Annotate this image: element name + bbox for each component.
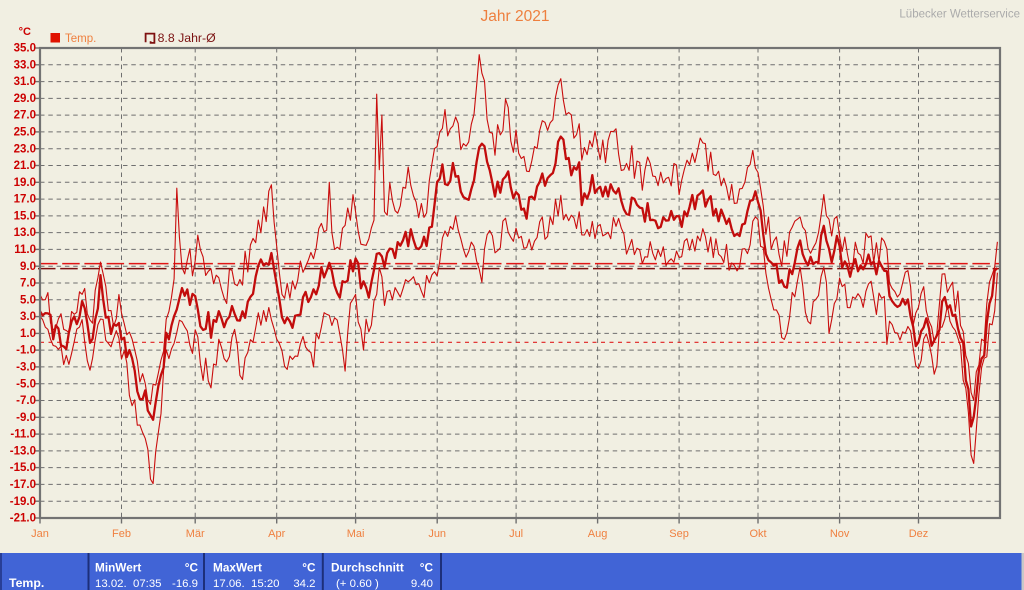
svg-text:19.0: 19.0 <box>14 177 36 189</box>
svg-text:27.0: 27.0 <box>14 110 36 122</box>
svg-text:Mai: Mai <box>347 528 365 540</box>
svg-text:Feb: Feb <box>112 528 131 540</box>
svg-text:25.0: 25.0 <box>14 127 36 139</box>
svg-text:-1.0: -1.0 <box>16 345 36 357</box>
svg-text:9.0: 9.0 <box>20 261 36 273</box>
svg-text:7.0: 7.0 <box>20 278 36 290</box>
svg-text:1.0: 1.0 <box>20 328 36 340</box>
svg-text:Okt: Okt <box>749 528 766 540</box>
svg-text:°C: °C <box>185 561 199 575</box>
svg-text:Temp.: Temp. <box>65 33 96 45</box>
svg-text:33.0: 33.0 <box>14 59 36 71</box>
svg-text:-16.9: -16.9 <box>172 578 198 590</box>
svg-text:Aug: Aug <box>588 528 608 540</box>
svg-text:15.0: 15.0 <box>14 211 36 223</box>
svg-text:°C: °C <box>19 26 31 38</box>
svg-text:Sep: Sep <box>669 528 689 540</box>
svg-text:°C: °C <box>420 561 434 575</box>
svg-text:°C: °C <box>302 561 316 575</box>
svg-text:29.0: 29.0 <box>14 93 36 105</box>
svg-text:9.40: 9.40 <box>411 578 433 590</box>
svg-text:-13.0: -13.0 <box>10 446 36 458</box>
svg-text:-15.0: -15.0 <box>10 462 36 474</box>
svg-text:34.2: 34.2 <box>293 578 315 590</box>
svg-text:13.0: 13.0 <box>14 227 36 239</box>
svg-text:-3.0: -3.0 <box>16 362 36 374</box>
svg-text:-11.0: -11.0 <box>10 429 36 441</box>
svg-text:-21.0: -21.0 <box>10 513 36 525</box>
svg-text:5.0: 5.0 <box>20 294 36 306</box>
svg-text:Jahr 2021: Jahr 2021 <box>481 8 550 25</box>
svg-text:Lübecker Wetterservice: Lübecker Wetterservice <box>899 9 1020 21</box>
svg-text:3.0: 3.0 <box>20 311 36 323</box>
svg-text:21.0: 21.0 <box>14 160 36 172</box>
svg-text:8.8 Jahr-Ø: 8.8 Jahr-Ø <box>158 31 217 45</box>
svg-text:Dez: Dez <box>909 528 929 540</box>
svg-text:Nov: Nov <box>830 528 850 540</box>
svg-text:35.0: 35.0 <box>14 43 36 55</box>
svg-text:17.0: 17.0 <box>14 194 36 206</box>
svg-text:17.06. 15:20: 17.06. 15:20 <box>213 578 280 590</box>
svg-text:23.0: 23.0 <box>14 143 36 155</box>
svg-text:Jun: Jun <box>428 528 446 540</box>
svg-text:Jan: Jan <box>31 528 49 540</box>
svg-text:Mär: Mär <box>186 528 205 540</box>
svg-text:11.0: 11.0 <box>14 244 36 256</box>
svg-text:Apr: Apr <box>268 528 285 540</box>
svg-text:(+ 0.60 ): (+ 0.60 ) <box>336 578 379 590</box>
svg-text:Temp.: Temp. <box>9 576 44 590</box>
svg-text:-19.0: -19.0 <box>10 496 36 508</box>
svg-text:-9.0: -9.0 <box>16 412 36 424</box>
svg-text:MinWert: MinWert <box>95 561 141 575</box>
svg-text:-17.0: -17.0 <box>10 479 36 491</box>
svg-text:Jul: Jul <box>509 528 523 540</box>
svg-text:Durchschnitt: Durchschnitt <box>331 561 404 575</box>
svg-text:-7.0: -7.0 <box>16 395 36 407</box>
svg-text:13.02. 07:35: 13.02. 07:35 <box>95 578 162 590</box>
svg-text:31.0: 31.0 <box>14 76 36 88</box>
svg-text:-5.0: -5.0 <box>16 378 36 390</box>
svg-text:MaxWert: MaxWert <box>213 561 262 575</box>
